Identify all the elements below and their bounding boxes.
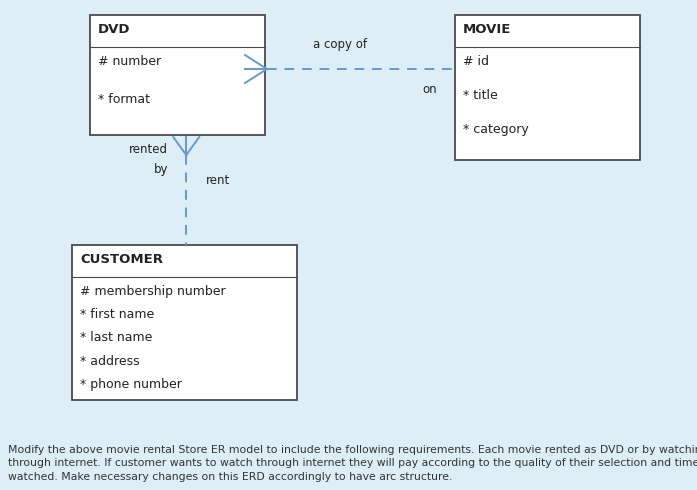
Bar — [455, 15, 640, 160]
Text: * address: * address — [80, 355, 139, 368]
Text: * category: * category — [463, 123, 529, 137]
Text: # number: # number — [98, 55, 161, 68]
Text: * last name: * last name — [80, 331, 153, 344]
Text: # id: # id — [463, 55, 489, 68]
Text: rent: rent — [206, 173, 231, 187]
Text: a copy of: a copy of — [313, 38, 367, 51]
Text: rented: rented — [129, 143, 168, 156]
Bar — [90, 15, 265, 135]
Text: on: on — [422, 83, 437, 96]
Text: CUSTOMER: CUSTOMER — [80, 253, 163, 266]
Bar — [72, 245, 297, 400]
Text: MOVIE: MOVIE — [463, 23, 512, 36]
Text: # membership number: # membership number — [80, 285, 226, 298]
Text: by: by — [154, 163, 168, 176]
Text: * format: * format — [98, 93, 150, 106]
Text: * title: * title — [463, 89, 498, 102]
Text: DVD: DVD — [98, 23, 130, 36]
Text: * first name: * first name — [80, 308, 154, 321]
Text: Modify the above movie rental Store ER model to include the following requiremen: Modify the above movie rental Store ER m… — [8, 445, 697, 482]
Text: * phone number: * phone number — [80, 378, 182, 391]
